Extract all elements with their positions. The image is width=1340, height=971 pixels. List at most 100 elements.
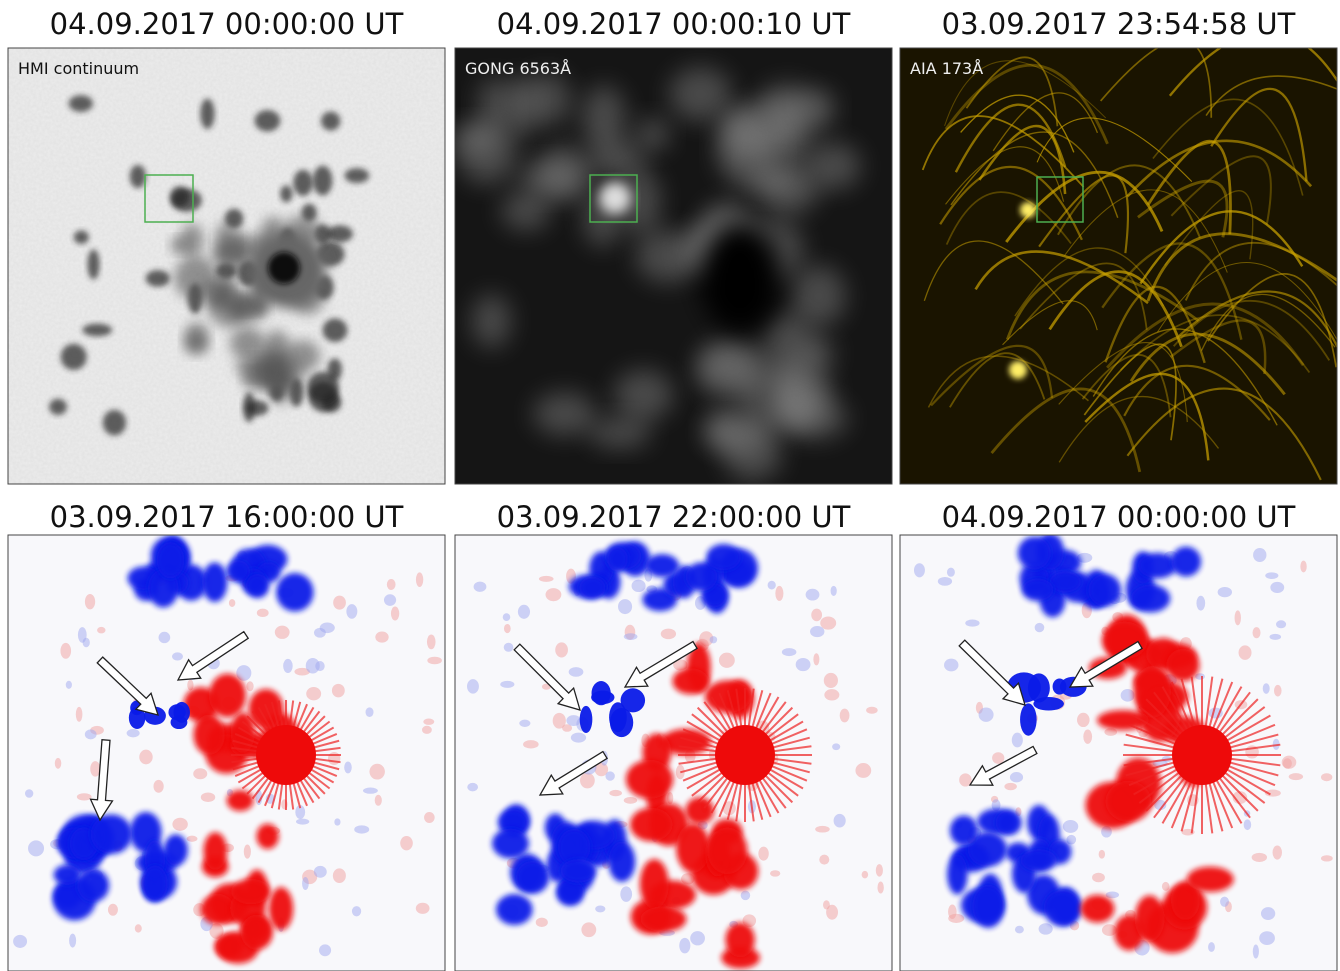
panel-title: 03.09.2017 22:00:00 UT (497, 500, 851, 534)
blob (706, 544, 741, 570)
blob (492, 828, 529, 858)
blob (501, 191, 550, 230)
blob (243, 392, 255, 422)
blob (185, 322, 208, 351)
blob (422, 726, 432, 734)
blob (855, 763, 871, 778)
blob (400, 836, 413, 850)
blob (87, 249, 99, 279)
blob (705, 680, 751, 713)
image-panel (453, 48, 892, 484)
blob (108, 904, 118, 916)
blob (1270, 582, 1284, 593)
blob (202, 563, 227, 603)
blob (174, 702, 190, 723)
blob (1004, 783, 1017, 790)
blob (948, 914, 964, 923)
blob (333, 868, 346, 883)
blob (76, 707, 83, 722)
blob (61, 344, 87, 370)
blob (77, 869, 109, 902)
blob (823, 900, 830, 909)
blob (457, 124, 517, 184)
blob (135, 924, 142, 932)
blob (1088, 574, 1121, 607)
blob (546, 588, 562, 601)
blob (810, 626, 824, 637)
blob (164, 834, 188, 866)
blob (614, 370, 673, 420)
blob (1039, 923, 1053, 934)
blob (103, 410, 126, 436)
blob (306, 687, 321, 700)
blob (555, 642, 568, 657)
blob (153, 780, 163, 793)
blob (866, 707, 878, 714)
blob (306, 658, 320, 673)
blob (580, 773, 595, 789)
blob (91, 814, 133, 854)
blob (187, 680, 193, 691)
blob (1195, 673, 1205, 680)
blob (592, 681, 611, 705)
blob (472, 294, 511, 347)
blob (667, 792, 673, 804)
blob (914, 563, 925, 577)
image-panel (900, 32, 1340, 484)
blob (536, 918, 548, 927)
blob (579, 577, 605, 599)
blob (352, 906, 361, 916)
blob (679, 938, 690, 953)
blob (504, 643, 514, 652)
blob (416, 572, 423, 587)
blob (427, 657, 442, 665)
blob (676, 823, 710, 872)
blob (1274, 685, 1282, 697)
blob (571, 733, 586, 743)
dark-spot (700, 223, 780, 333)
umbra (268, 252, 300, 284)
bright-kernel (1009, 361, 1027, 379)
blob (768, 581, 776, 590)
blob (775, 586, 783, 601)
blob (813, 653, 819, 665)
blob (172, 652, 183, 660)
blob (25, 789, 33, 798)
blob (1131, 585, 1170, 613)
blob (346, 604, 357, 619)
blob (276, 573, 313, 611)
blob (581, 922, 596, 937)
blob (1261, 907, 1275, 920)
blob (1099, 850, 1105, 859)
blob (1321, 855, 1333, 861)
blob (1263, 683, 1270, 694)
blob (256, 824, 278, 849)
panel-label: GONG 6563Å (465, 59, 571, 78)
blob (60, 643, 71, 659)
bright-kernel (599, 182, 631, 214)
blob (748, 124, 781, 183)
panel-label: HMI continuum (18, 59, 139, 78)
blob (824, 689, 839, 700)
blob (1276, 620, 1286, 628)
blob (363, 788, 378, 794)
blob (947, 568, 955, 577)
blob (1253, 945, 1259, 959)
blob (172, 818, 187, 831)
blob (1018, 536, 1051, 569)
blob (1162, 882, 1170, 891)
blob (719, 653, 735, 668)
blob (1252, 853, 1267, 862)
blob (159, 632, 171, 643)
blob (741, 891, 751, 901)
blob (831, 586, 837, 596)
blob (201, 894, 235, 925)
blob (1015, 926, 1024, 934)
blob (589, 418, 651, 448)
blob (314, 866, 327, 878)
blob (566, 715, 581, 726)
blob (1138, 553, 1177, 578)
blob (1253, 548, 1266, 562)
blob (66, 681, 72, 689)
blob (645, 554, 679, 577)
